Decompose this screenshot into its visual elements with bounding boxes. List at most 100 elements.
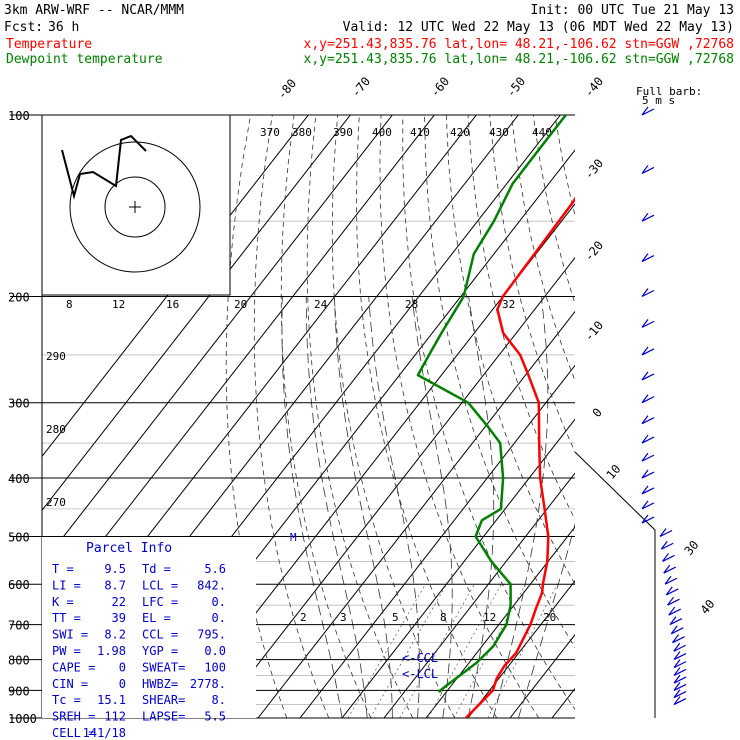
barb-legend-line2: 5 m s bbox=[642, 94, 675, 107]
parcel-cell: 842. bbox=[197, 578, 226, 592]
wind-barb bbox=[641, 394, 655, 404]
theta-label: 420 bbox=[450, 126, 470, 139]
theta-label: 380 bbox=[292, 126, 312, 139]
dry-adiabat bbox=[707, 115, 740, 718]
parcel-cell: LFC = bbox=[142, 595, 178, 609]
wind-barb bbox=[665, 586, 679, 596]
direction-label: 280 bbox=[46, 423, 66, 436]
parcel-cell: YGP = bbox=[142, 644, 178, 658]
parcel-cell: 0. bbox=[212, 611, 226, 625]
dewpoint-location: x,y=251.43,835.76 lat,lon= 48.21,-106.62… bbox=[304, 52, 734, 67]
valid-time: Valid: 12 UTC Wed 22 May 13 (06 MDT Wed … bbox=[343, 20, 734, 35]
isotherm bbox=[594, 115, 740, 718]
isotherm-label: -30 bbox=[582, 156, 607, 182]
dry-adiabat bbox=[685, 115, 740, 718]
pressure-label: 500 bbox=[8, 530, 30, 544]
parcel-cell: LCL = bbox=[142, 578, 178, 592]
isotherm bbox=[383, 472, 575, 718]
isotherm bbox=[425, 526, 575, 718]
parcel-cell: 0. bbox=[212, 595, 226, 609]
wind-barb bbox=[641, 212, 655, 222]
parcel-cell: HWBZ= bbox=[142, 677, 178, 691]
marker-m: M bbox=[290, 531, 297, 544]
isotherm bbox=[42, 115, 393, 565]
pressure-label: 900 bbox=[8, 684, 30, 698]
init-time: Init: 00 UTC Tue 21 May 13 bbox=[531, 3, 735, 18]
isotherm bbox=[257, 310, 575, 718]
wind-barb bbox=[641, 485, 655, 495]
dry-adiabat bbox=[424, 115, 575, 649]
wind-barb bbox=[673, 651, 687, 661]
dry-adiabat bbox=[729, 115, 740, 718]
parcel-cell: T = bbox=[52, 562, 74, 576]
dry-adiabat bbox=[253, 115, 330, 718]
parcel-cell: K = bbox=[52, 595, 74, 609]
parcel-cell: 5.5 bbox=[204, 710, 226, 724]
parcel-cell: 0 bbox=[119, 660, 126, 674]
wind-barb bbox=[673, 696, 687, 706]
wind-barb bbox=[641, 253, 655, 263]
direction-label: 270 bbox=[46, 496, 66, 509]
parcel-cell: 0.0 bbox=[204, 644, 226, 658]
parcel-info-box: Parcel Info T = 9.5 Td = 5.6 LI = 8.7 LCL = 842… bbox=[42, 537, 256, 740]
fcst-value: 36 h bbox=[48, 20, 79, 35]
isotherm bbox=[551, 687, 575, 718]
dry-adiabat bbox=[402, 115, 575, 711]
parcel-cell: 141/18 bbox=[83, 726, 126, 740]
wind-barb bbox=[641, 415, 655, 425]
dry-adiabat bbox=[489, 115, 575, 453]
ccl-annotation: <-CCL bbox=[402, 651, 438, 665]
dry-adiabat bbox=[331, 115, 456, 718]
theta-label: 400 bbox=[372, 126, 392, 139]
isotherm-label: 10 bbox=[604, 462, 624, 482]
parcel-cell: EL = bbox=[142, 611, 171, 625]
temperature-line bbox=[465, 196, 575, 718]
wind-barb bbox=[660, 540, 674, 550]
wind-barb bbox=[669, 616, 683, 626]
mixing-ratio-line bbox=[347, 584, 426, 718]
isotherm-label: 40 bbox=[698, 597, 718, 617]
dry-adiabat bbox=[598, 115, 740, 718]
hodograph-box bbox=[41, 114, 231, 296]
pressure-label: 700 bbox=[8, 619, 30, 633]
parcel-cell: CAPE = bbox=[52, 660, 95, 674]
parcel-cell: 795. bbox=[197, 628, 226, 642]
lcl-annotation: <-LCL bbox=[402, 667, 438, 681]
wind-barb bbox=[641, 165, 655, 174]
moist-adiabat bbox=[467, 296, 495, 718]
parcel-cell: 15.1 bbox=[97, 693, 126, 707]
temperature-location: x,y=251.43,835.76 lat,lon= 48.21,-106.62… bbox=[304, 37, 734, 52]
pressure-label: 400 bbox=[8, 472, 30, 486]
barb-legend-line1: Full barb: bbox=[636, 85, 702, 98]
direction-label: 290 bbox=[46, 350, 66, 363]
wind-barb bbox=[664, 575, 678, 585]
parcel-cell: 39 bbox=[112, 611, 126, 625]
parcel-cell: SWEAT= bbox=[142, 660, 185, 674]
wind-barb bbox=[641, 500, 655, 510]
hodograph-ring bbox=[69, 141, 201, 273]
moist-adiabat bbox=[281, 296, 343, 718]
theta-label: 370 bbox=[260, 126, 280, 139]
parcel-cell: 8. bbox=[212, 693, 226, 707]
moist-adiabat bbox=[411, 296, 453, 718]
parcel-cell: 0 bbox=[119, 677, 126, 691]
pressure-label: 800 bbox=[8, 654, 30, 668]
isotherm-label: -20 bbox=[582, 238, 607, 264]
pressure-label: 100 bbox=[8, 109, 30, 123]
isotherm-label: -40 bbox=[582, 74, 607, 100]
parcel-cell: SREH = bbox=[52, 710, 95, 724]
parcel-cell: CCL = bbox=[142, 628, 178, 642]
parcel-cell: LAPSE= bbox=[142, 710, 185, 724]
isotherm-label: -10 bbox=[582, 318, 607, 344]
theta-label: 440 bbox=[532, 126, 552, 139]
isotherm bbox=[341, 418, 575, 718]
speed-label: 8 bbox=[66, 298, 73, 311]
theta-label: 390 bbox=[333, 126, 353, 139]
parcel-cell: LI = bbox=[52, 578, 81, 592]
isotherm bbox=[215, 256, 575, 718]
mixing-ratio-label: 8 bbox=[440, 611, 447, 624]
hodograph-trace bbox=[61, 134, 147, 200]
dry-adiabat bbox=[532, 115, 575, 305]
isotherm bbox=[509, 633, 575, 718]
